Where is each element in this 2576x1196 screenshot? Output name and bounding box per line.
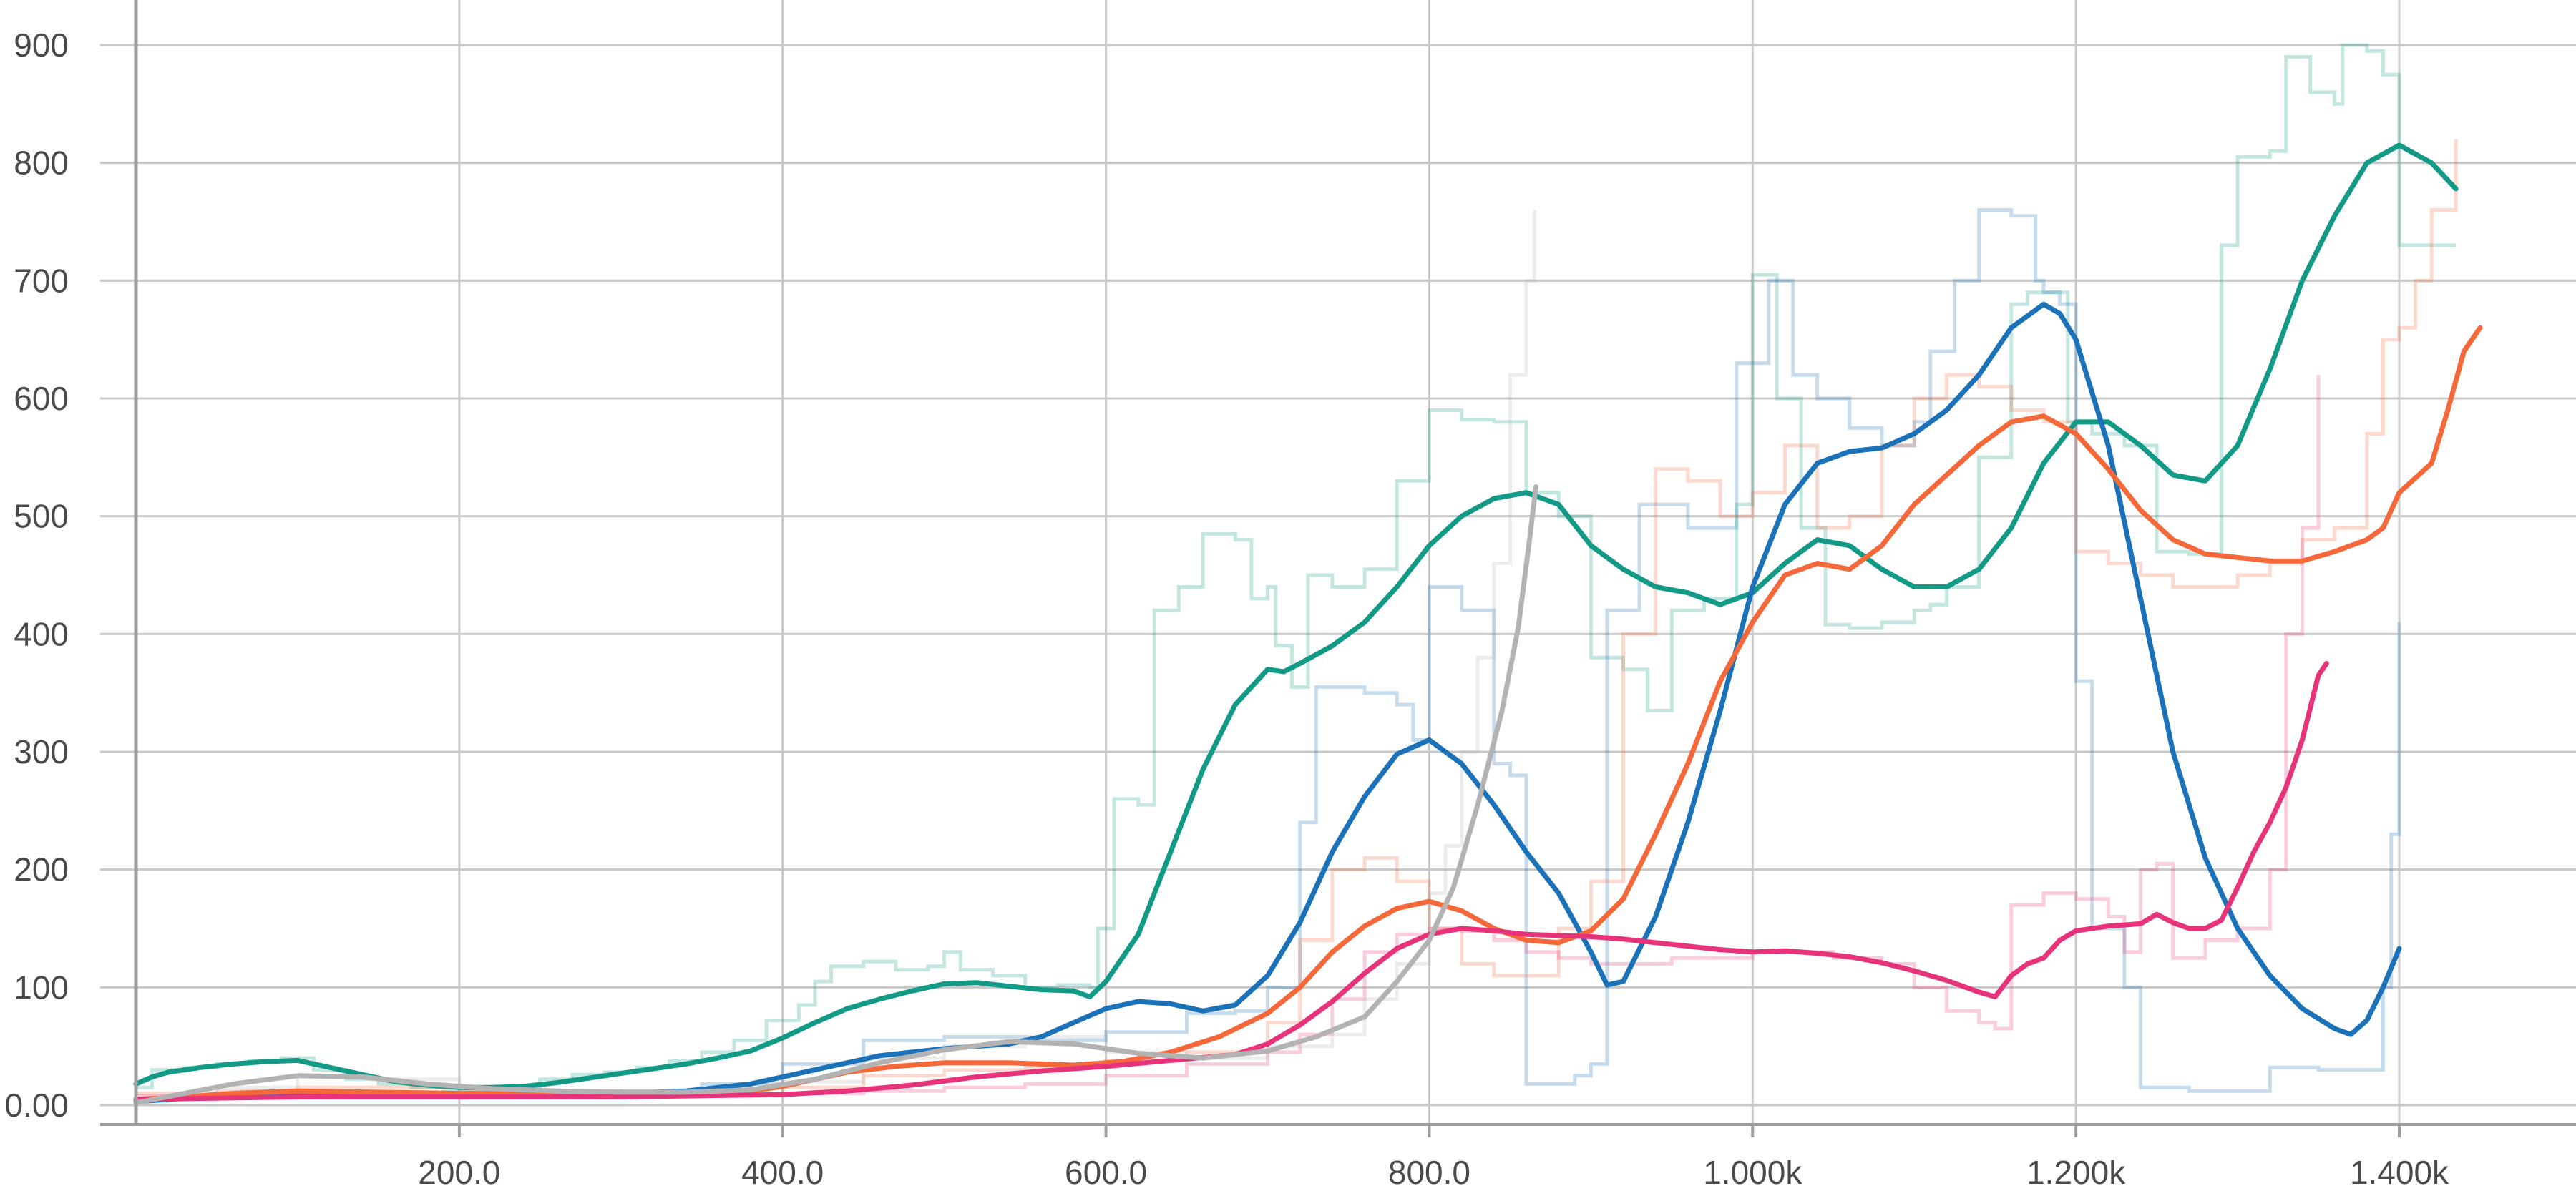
x-tick-label: 1.400k xyxy=(2350,1154,2449,1191)
smoothed-series-layer xyxy=(133,142,2483,1106)
y-tick-label: 200 xyxy=(14,851,69,888)
y-tick-label: 300 xyxy=(14,733,69,770)
x-tick-label: 200.0 xyxy=(418,1154,500,1191)
x-tick-label: 400.0 xyxy=(741,1154,824,1191)
y-tick-label: 500 xyxy=(14,498,69,535)
x-tick-label: 1.200k xyxy=(2026,1154,2126,1191)
x-tick-label: 1.000k xyxy=(1703,1154,1802,1191)
y-tick-label: 400 xyxy=(14,615,69,652)
raw-series-3-line xyxy=(136,375,2321,1098)
smoothed-series-4-line xyxy=(133,484,1538,1106)
y-tick-label: 700 xyxy=(14,262,69,299)
y-tick-label: 0.00 xyxy=(4,1087,69,1124)
smoothed-series-1-line xyxy=(133,301,2402,1104)
raw-series-2-line xyxy=(136,139,2458,1095)
y-tick-label: 600 xyxy=(14,380,69,417)
axes xyxy=(100,0,2576,1137)
x-tick-label: 600.0 xyxy=(1065,1154,1147,1191)
x-tick-label: 800.0 xyxy=(1388,1154,1470,1191)
y-tick-label: 900 xyxy=(14,26,69,64)
tick-labels: 0.00 100 200 300 400 500 600 700 800 900 200.0 400.… xyxy=(4,26,2449,1191)
y-tick-label: 100 xyxy=(14,969,69,1006)
smoothed-series-3-line xyxy=(133,661,2329,1102)
y-tick-label: 800 xyxy=(14,144,69,182)
